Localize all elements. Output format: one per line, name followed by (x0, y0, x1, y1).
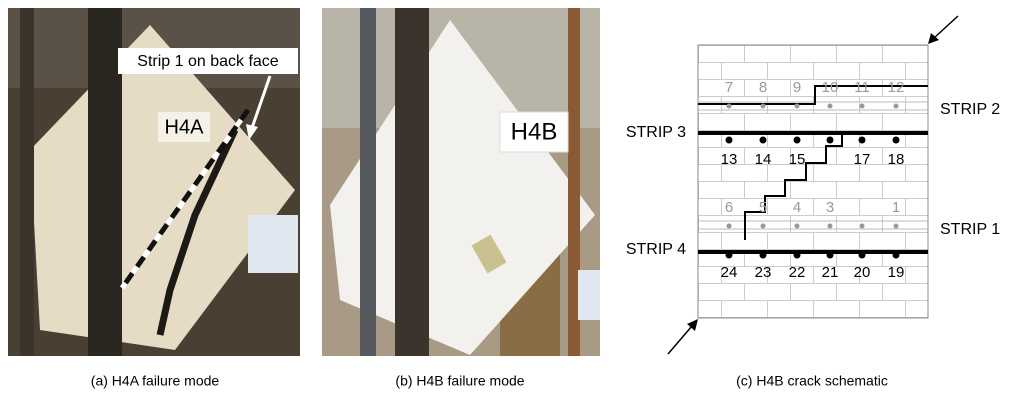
gauge-dot (860, 104, 865, 109)
gauge-label: 20 (854, 264, 871, 281)
photo-b: H4B (322, 8, 600, 356)
gauge-dot (761, 224, 766, 229)
gauge-dot (760, 137, 767, 144)
strip-label: STRIP 4 (626, 241, 686, 258)
gauge-dot (727, 224, 732, 229)
gauge-dot (893, 252, 900, 259)
gauge-label: 11 (854, 79, 870, 96)
figure: Strip 1 on back face H4A H4B STRIP 2 (0, 0, 1011, 401)
gauge-label: 9 (793, 79, 801, 96)
gauge-dot (828, 104, 833, 109)
gauge-label: 4 (793, 199, 801, 216)
gauge-label: 14 (755, 151, 772, 168)
gauge-label: 17 (854, 151, 871, 168)
gauge-label: 12 (888, 79, 905, 96)
specimen-label: H4A (165, 116, 205, 138)
gauge-label: 1 (892, 199, 900, 216)
gauge-dot (827, 137, 834, 144)
gauge-label: 22 (789, 264, 806, 281)
gauge-dot (727, 104, 732, 109)
gauge-label: 21 (822, 264, 839, 281)
gauge-dot (760, 252, 767, 259)
gauge-label: 23 (755, 264, 772, 281)
gauge-dot (761, 104, 766, 109)
gauge-dot (726, 137, 733, 144)
gauge-label: 5 (759, 199, 767, 216)
caption: (c) H4B crack schematic (736, 373, 888, 389)
gauge-dot (795, 224, 800, 229)
gauge-label: 18 (888, 151, 905, 168)
gauge-dot (859, 252, 866, 259)
gauge-dot (860, 224, 865, 229)
gauge-label: 7 (725, 79, 733, 96)
gauge-dot (828, 224, 833, 229)
strip-label: STRIP 2 (940, 101, 1000, 118)
gauge-dot (726, 252, 733, 259)
gauge-dot (894, 104, 899, 109)
gauge-dot (894, 224, 899, 229)
gauge-dot (893, 137, 900, 144)
gauge-dot (859, 137, 866, 144)
gauge-label: 6 (725, 199, 733, 216)
gauge-dot (794, 252, 801, 259)
caption: (a) H4A failure mode (91, 373, 220, 389)
specimen-label: H4B (511, 118, 558, 145)
strip-label: STRIP 1 (940, 221, 1000, 238)
photo-a: Strip 1 on back face H4A (8, 8, 300, 356)
gauge-dot (827, 252, 834, 259)
gauge-dot (795, 104, 800, 109)
gauge-label: 3 (826, 199, 834, 216)
gauge-label: 19 (888, 264, 905, 281)
strip-label: STRIP 3 (626, 124, 686, 141)
gauge-label: 24 (721, 264, 738, 281)
gauge-label: 13 (721, 151, 738, 168)
caption: (b) H4B failure mode (395, 373, 524, 389)
gauge-label: 15 (789, 151, 806, 168)
gauge-label: 10 (822, 79, 839, 96)
gauge-label: 8 (759, 79, 767, 96)
annotation: Strip 1 on back face (137, 53, 279, 70)
gauge-dot (794, 137, 801, 144)
